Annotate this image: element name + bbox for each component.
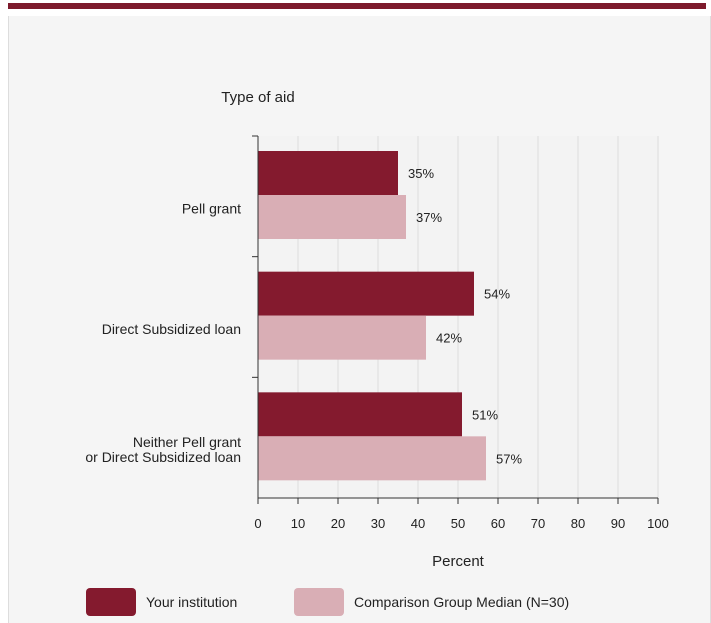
plot-area: 35% 37% Pell grant 54% 42% Direct Subsidized … [85,135,669,531]
x-tick-label: 50 [451,516,465,531]
bar-comparison [258,436,486,481]
x-tick-label: 30 [371,516,385,531]
chart-legend: Your institution Comparison Group Median … [86,588,569,616]
bar-value-label: 37% [416,210,442,225]
category-label-line: Pell grant [182,200,241,216]
legend-label-comparison: Comparison Group Median (N=30) [354,594,569,610]
category-label-line: or Direct Subsidized loan [85,449,241,465]
bar-comparison [258,315,426,360]
x-tick-label: 20 [331,516,345,531]
legend-swatch-comparison [294,588,344,616]
bar-comparison [258,195,406,239]
category-label-line: Neither Pell grant [133,434,241,450]
bar-value-label: 42% [436,331,462,346]
x-tick-label: 60 [491,516,505,531]
x-tick-label: 90 [611,516,625,531]
bar-value-label: 54% [484,287,510,302]
x-axis-label: Percent [432,553,485,570]
x-tick-label: 80 [571,516,585,531]
bar-value-label: 35% [408,166,434,181]
category-label-line: Direct Subsidized loan [102,321,241,337]
x-tick-label: 10 [291,516,305,531]
accent-bar [8,3,706,9]
chart-title: Type of aid [221,89,294,106]
bar-institution [258,392,462,437]
category-label: Pell grant [182,200,241,216]
bar-institution [258,271,474,316]
x-tick-label: 40 [411,516,425,531]
legend-swatch-institution [86,588,136,616]
bar-institution [258,151,398,195]
x-tick-label: 100 [647,516,669,531]
category-label: Direct Subsidized loan [102,321,241,337]
legend-label-institution: Your institution [146,594,237,610]
x-tick-label: 0 [254,516,261,531]
bar-value-label: 57% [496,451,522,466]
category-label: Neither Pell grant or Direct Subsidized l… [85,434,241,465]
bar-value-label: 51% [472,407,498,422]
x-tick-label: 70 [531,516,545,531]
